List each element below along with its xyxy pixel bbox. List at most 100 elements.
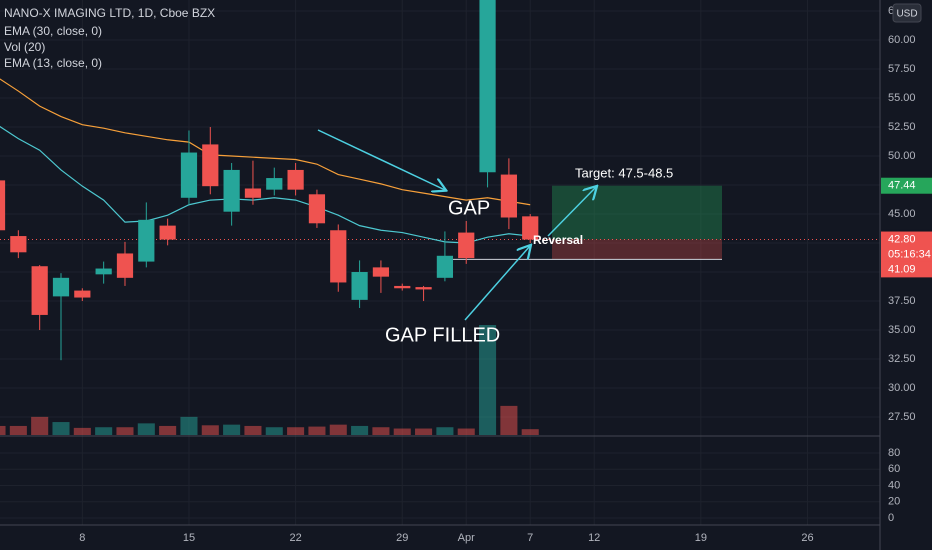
x-tick-label: 26 — [801, 532, 813, 544]
candle-body — [10, 236, 27, 253]
y-tick-label: 32.50 — [888, 353, 916, 365]
volume-bar — [521, 429, 539, 435]
price-tag-label: 41.09 — [888, 263, 916, 275]
y3-tick-label: 0 — [888, 512, 894, 524]
y-tick-label: 30.00 — [888, 382, 916, 394]
volume-bar — [9, 425, 27, 435]
y-tick-label: 50.00 — [888, 150, 916, 162]
annotation: GAP — [448, 197, 490, 219]
ema-line — [0, 78, 531, 206]
volume-bar — [351, 425, 369, 435]
volume-bar — [393, 428, 411, 435]
candle-body — [223, 169, 240, 212]
annotation: Reversal — [533, 233, 583, 247]
candle-body — [500, 174, 517, 218]
arrow — [464, 246, 530, 321]
candle-body — [394, 285, 411, 289]
volume-bar — [479, 325, 497, 435]
candle-body — [159, 225, 176, 240]
countdown: 05:16:34 — [888, 248, 931, 260]
y3-tick-label: 80 — [888, 447, 900, 459]
y3-tick-label: 40 — [888, 479, 900, 491]
stop-zone — [552, 239, 722, 260]
annotation: GAP FILLED — [385, 324, 500, 346]
arrow — [547, 187, 596, 237]
volume-bar — [116, 427, 134, 435]
volume-bar — [31, 416, 49, 435]
price-tag — [881, 177, 932, 194]
y-tick-label: 60.00 — [888, 34, 916, 46]
y-tick-label: 45.00 — [888, 208, 916, 220]
candle-body — [308, 194, 326, 224]
y3-tick-label: 20 — [888, 496, 900, 508]
volume-bar — [415, 428, 433, 435]
legend-entry: EMA (30, close, 0) — [4, 24, 102, 38]
legend-entry: Vol (20) — [4, 40, 45, 54]
candle-body — [52, 277, 70, 297]
candle-body — [522, 216, 539, 240]
x-tick-label: 19 — [695, 532, 707, 544]
x-tick-label: 29 — [396, 532, 408, 544]
x-tick-label: 12 — [588, 532, 600, 544]
candle-body — [330, 230, 347, 283]
candle-body — [202, 144, 219, 187]
volume-bar — [201, 425, 219, 435]
x-tick-label: 8 — [79, 532, 85, 544]
x-tick-label: 7 — [527, 532, 533, 544]
x-tick-label: Apr — [458, 532, 475, 544]
price-tag-label: 42.80 — [888, 233, 916, 245]
annotation: Target: 47.5-48.5 — [575, 165, 673, 180]
candle-body — [287, 169, 304, 190]
target-zone — [552, 185, 722, 240]
volume-bar — [287, 427, 305, 435]
ema-line — [0, 125, 531, 244]
price-tag-label: 47.44 — [888, 180, 916, 192]
legend-entry: EMA (13, close, 0) — [4, 56, 102, 70]
x-tick-label: 15 — [183, 532, 195, 544]
volume-bar — [372, 427, 390, 435]
candle-body — [138, 219, 155, 262]
candle-body — [244, 188, 262, 198]
volume-bar — [180, 416, 198, 435]
y-tick-label: 55.00 — [888, 92, 916, 104]
candle-body — [351, 272, 368, 300]
volume-bar — [329, 424, 347, 435]
candle-body — [458, 232, 475, 259]
arrow — [317, 129, 445, 190]
x-tick-label: 22 — [289, 532, 301, 544]
candle-body — [74, 290, 91, 298]
volume-bar — [223, 424, 241, 435]
y-tick-label: 52.50 — [888, 121, 916, 133]
volume-bar — [308, 426, 326, 435]
candle-body — [31, 266, 48, 315]
candle-body — [0, 180, 6, 231]
candle-body — [372, 267, 390, 277]
candle-body — [180, 152, 198, 198]
annotations: GAP GAP FILLED Target: 47.5-48.5 Reversa… — [317, 129, 673, 346]
price-tag — [881, 261, 932, 278]
y-tick-label: 27.50 — [888, 411, 916, 423]
volume-bar — [500, 405, 518, 435]
currency[interactable]: USD — [896, 9, 917, 20]
volume-bar — [159, 425, 177, 435]
y-tick-label: 37.50 — [888, 295, 916, 307]
currency-button[interactable] — [892, 3, 922, 23]
price-tag — [881, 231, 932, 264]
legend-title: NANO-X IMAGING LTD, 1D, Cboe BZX — [4, 6, 215, 20]
y3-tick-label: 60 — [888, 463, 900, 475]
candle-body — [415, 287, 432, 290]
volume-bar — [137, 423, 155, 435]
candle-body — [479, 0, 496, 173]
candle-body — [116, 253, 134, 278]
volume-bar — [95, 427, 113, 435]
volume-bar — [436, 427, 454, 435]
volume-bar — [52, 422, 70, 435]
volume-bar — [244, 425, 262, 435]
y-tick-label: 57.50 — [888, 63, 916, 75]
volume-bar — [457, 428, 475, 435]
y-tick-label: 35.00 — [888, 324, 916, 336]
volume-bar — [0, 425, 6, 435]
volume-bar — [265, 427, 283, 435]
candle-body — [95, 268, 112, 275]
